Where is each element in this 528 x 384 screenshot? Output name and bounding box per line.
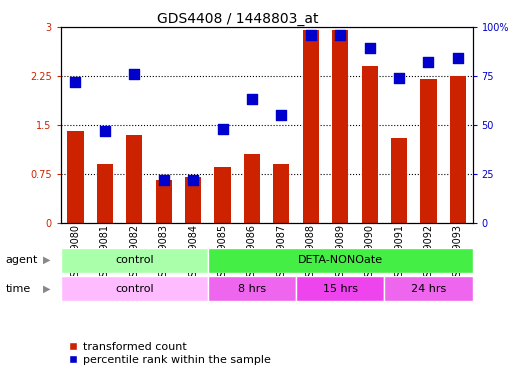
Point [336,31,344,38]
Text: DETA-NONOate: DETA-NONOate [298,255,383,265]
Point [189,177,197,183]
Point [424,59,432,65]
Bar [296,276,384,301]
Point [159,177,168,183]
Bar [68,131,83,223]
Text: 8 hrs: 8 hrs [238,284,266,294]
Point [277,112,286,118]
Point [218,126,227,132]
Bar [244,154,260,223]
Text: agent: agent [5,255,37,265]
Bar [185,177,201,223]
Text: ▶: ▶ [43,255,51,265]
Bar [97,164,113,223]
Bar [208,248,473,273]
Text: GDS4408 / 1448803_at: GDS4408 / 1448803_at [157,12,318,25]
Bar [391,138,407,223]
Point [248,96,256,103]
Point [395,75,403,81]
Text: control: control [115,284,154,294]
Bar [156,180,172,223]
Bar [208,276,296,301]
Bar [126,135,143,223]
Text: 15 hrs: 15 hrs [323,284,357,294]
Legend: transformed count, percentile rank within the sample: transformed count, percentile rank withi… [69,342,271,365]
Bar [332,30,348,223]
Bar [214,167,231,223]
Text: time: time [5,284,31,294]
Text: ▶: ▶ [43,284,51,294]
Point [130,71,138,77]
Bar [274,164,289,223]
Point [365,45,374,51]
Bar [61,248,208,273]
Point [71,79,80,85]
Bar [61,276,208,301]
Text: 24 hrs: 24 hrs [411,284,446,294]
Bar [420,79,437,223]
Bar [362,66,378,223]
Bar [303,30,319,223]
Point [454,55,462,61]
Text: control: control [115,255,154,265]
Point [307,31,315,38]
Bar [450,76,466,223]
Point [101,127,109,134]
Bar [384,276,473,301]
